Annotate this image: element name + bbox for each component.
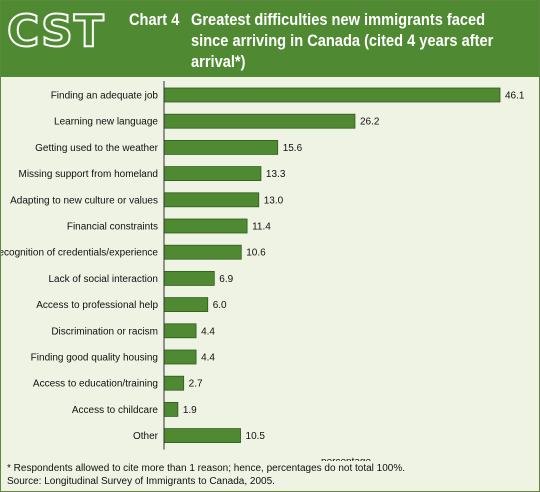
cst-logo: CST: [6, 6, 105, 58]
bar: [163, 140, 279, 155]
category-label: Other: [133, 431, 159, 442]
value-label: 6.9: [219, 274, 233, 285]
bar: [163, 401, 179, 417]
bar: [163, 113, 356, 129]
category-label: Financial constraints: [67, 222, 158, 233]
bar: [163, 244, 242, 260]
bar: [163, 323, 197, 339]
footnote: * Respondents allowed to cite more than …: [7, 463, 406, 474]
category-label: Adapting to new culture or values: [10, 195, 158, 206]
value-label: 1.9: [183, 405, 197, 416]
value-label: 11.4: [252, 222, 271, 233]
value-label: 10.5: [246, 431, 266, 442]
value-label: 13.3: [266, 169, 286, 180]
source-note: Source: Longitudinal Survey of Immigrant…: [7, 476, 275, 487]
bar-chart: Finding an adequate job 46.1 Learning new …: [1, 81, 525, 461]
value-label: 10.6: [246, 248, 266, 259]
category-label: Finding an adequate job: [51, 91, 159, 102]
x-axis-label: percentage: [321, 457, 371, 461]
value-label: 6.0: [213, 300, 227, 311]
chart-header: CST Chart 4 Greatest difficulties new im…: [1, 1, 539, 77]
category-label: Access to professional help: [36, 300, 158, 311]
bar: [163, 192, 260, 208]
bar: [163, 87, 501, 103]
bar: [163, 349, 197, 365]
chart-number: Chart 4: [129, 10, 180, 29]
chart-title: Greatest difficulties new immigrants fac…: [191, 10, 494, 71]
category-label: Missing support from homeland: [18, 169, 158, 180]
category-label: Access to education/training: [33, 379, 158, 390]
value-label: 4.4: [201, 326, 215, 337]
bar: [163, 166, 262, 181]
value-label: 26.2: [360, 117, 380, 128]
value-label: 15.6: [283, 143, 303, 154]
value-label: 13.0: [264, 195, 284, 206]
category-label: Learning new language: [54, 117, 158, 128]
bar: [163, 297, 209, 313]
category-label: Recognition of credentials/experience: [1, 248, 158, 259]
value-label: 2.7: [189, 379, 203, 390]
bar: [163, 218, 248, 234]
bar: [163, 428, 241, 444]
value-label: 46.1: [505, 91, 525, 102]
bar: [163, 375, 185, 391]
category-label: Access to childcare: [72, 405, 159, 416]
value-label: 4.4: [201, 353, 215, 364]
category-label: Discrimination or racism: [51, 326, 158, 337]
bar: [163, 270, 215, 286]
category-label: Finding good quality housing: [31, 353, 158, 364]
category-label: Getting used to the weather: [35, 143, 159, 154]
category-label: Lack of social interaction: [48, 274, 158, 285]
